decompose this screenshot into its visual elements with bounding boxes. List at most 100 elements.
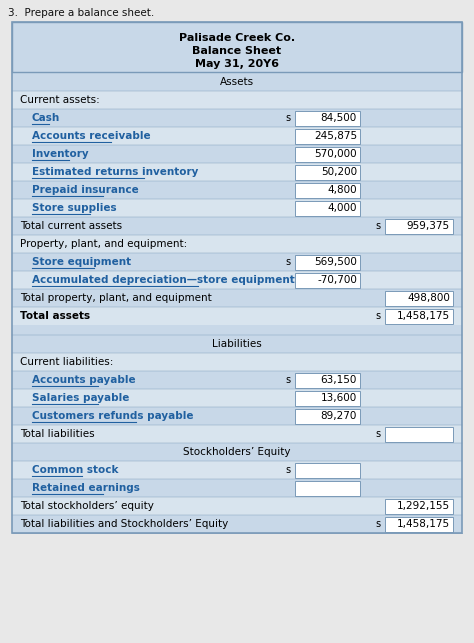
Bar bbox=[295, 408, 360, 424]
Text: -70,700: -70,700 bbox=[317, 275, 357, 285]
Text: s: s bbox=[376, 311, 381, 321]
Bar bbox=[295, 462, 360, 478]
Bar bbox=[12, 22, 462, 533]
Text: Store supplies: Store supplies bbox=[32, 203, 117, 213]
Text: Property, plant, and equipment:: Property, plant, and equipment: bbox=[20, 239, 187, 249]
Bar bbox=[12, 145, 462, 163]
Bar bbox=[385, 498, 453, 514]
Text: 3.  Prepare a balance sheet.: 3. Prepare a balance sheet. bbox=[8, 8, 154, 18]
Text: Prepaid insurance: Prepaid insurance bbox=[32, 185, 139, 195]
Text: 245,875: 245,875 bbox=[314, 131, 357, 141]
Bar bbox=[12, 497, 462, 515]
Text: Total stockholders’ equity: Total stockholders’ equity bbox=[20, 501, 154, 511]
Text: Total liabilities: Total liabilities bbox=[20, 429, 95, 439]
Text: Inventory: Inventory bbox=[32, 149, 89, 159]
Text: s: s bbox=[286, 257, 291, 267]
Bar bbox=[385, 291, 453, 305]
Bar bbox=[385, 219, 453, 233]
Text: 569,500: 569,500 bbox=[314, 257, 357, 267]
Text: 84,500: 84,500 bbox=[321, 113, 357, 123]
Bar bbox=[295, 390, 360, 406]
Bar bbox=[295, 201, 360, 215]
Text: Total assets: Total assets bbox=[20, 311, 90, 321]
Bar bbox=[12, 443, 462, 461]
Text: Cash: Cash bbox=[32, 113, 60, 123]
Text: Store equipment: Store equipment bbox=[32, 257, 131, 267]
Bar bbox=[12, 73, 462, 91]
Text: Customers refunds payable: Customers refunds payable bbox=[32, 411, 193, 421]
Text: 959,375: 959,375 bbox=[407, 221, 450, 231]
Bar bbox=[12, 109, 462, 127]
Text: Accumulated depreciation—store equipment: Accumulated depreciation—store equipment bbox=[32, 275, 295, 285]
Bar bbox=[385, 309, 453, 323]
Bar bbox=[295, 147, 360, 161]
Bar bbox=[385, 516, 453, 532]
Bar bbox=[12, 425, 462, 443]
Text: Total property, plant, and equipment: Total property, plant, and equipment bbox=[20, 293, 212, 303]
Text: Liabilities: Liabilities bbox=[212, 339, 262, 349]
Bar bbox=[12, 289, 462, 307]
Text: s: s bbox=[376, 519, 381, 529]
Bar bbox=[12, 353, 462, 371]
Bar bbox=[12, 307, 462, 325]
Bar bbox=[12, 253, 462, 271]
Text: Total current assets: Total current assets bbox=[20, 221, 122, 231]
Bar bbox=[12, 371, 462, 389]
Bar bbox=[295, 372, 360, 388]
Text: 4,800: 4,800 bbox=[328, 185, 357, 195]
Bar bbox=[295, 111, 360, 125]
Text: s: s bbox=[286, 113, 291, 123]
Text: 63,150: 63,150 bbox=[320, 375, 357, 385]
Bar bbox=[295, 480, 360, 496]
Text: Current assets:: Current assets: bbox=[20, 95, 100, 105]
Text: s: s bbox=[286, 465, 291, 475]
Bar bbox=[295, 273, 360, 287]
Bar bbox=[12, 127, 462, 145]
Text: Retained earnings: Retained earnings bbox=[32, 483, 140, 493]
Text: 1,458,175: 1,458,175 bbox=[397, 519, 450, 529]
Bar bbox=[295, 165, 360, 179]
Bar bbox=[12, 271, 462, 289]
Text: 50,200: 50,200 bbox=[321, 167, 357, 177]
Bar bbox=[12, 235, 462, 253]
Text: Balance Sheet: Balance Sheet bbox=[192, 46, 282, 56]
Text: Accounts payable: Accounts payable bbox=[32, 375, 136, 385]
Bar bbox=[12, 335, 462, 353]
Bar bbox=[12, 181, 462, 199]
Text: Accounts receivable: Accounts receivable bbox=[32, 131, 151, 141]
Text: 1,458,175: 1,458,175 bbox=[397, 311, 450, 321]
Text: Assets: Assets bbox=[220, 77, 254, 87]
Text: 498,800: 498,800 bbox=[407, 293, 450, 303]
Text: Total liabilities and Stockholders’ Equity: Total liabilities and Stockholders’ Equi… bbox=[20, 519, 228, 529]
Bar bbox=[12, 199, 462, 217]
Bar bbox=[12, 22, 462, 72]
Bar bbox=[12, 407, 462, 425]
Text: Palisade Creek Co.: Palisade Creek Co. bbox=[179, 33, 295, 43]
Text: 89,270: 89,270 bbox=[320, 411, 357, 421]
Bar bbox=[295, 255, 360, 269]
Text: Estimated returns inventory: Estimated returns inventory bbox=[32, 167, 199, 177]
Text: 4,000: 4,000 bbox=[328, 203, 357, 213]
Bar bbox=[12, 217, 462, 235]
Bar bbox=[12, 91, 462, 109]
Bar bbox=[12, 163, 462, 181]
Text: May 31, 20Y6: May 31, 20Y6 bbox=[195, 59, 279, 69]
Text: Current liabilities:: Current liabilities: bbox=[20, 357, 113, 367]
Bar bbox=[12, 461, 462, 479]
Text: s: s bbox=[286, 375, 291, 385]
Bar bbox=[295, 183, 360, 197]
Bar bbox=[12, 479, 462, 497]
Text: s: s bbox=[376, 429, 381, 439]
Text: Salaries payable: Salaries payable bbox=[32, 393, 129, 403]
Text: 13,600: 13,600 bbox=[321, 393, 357, 403]
Bar bbox=[385, 426, 453, 442]
Bar bbox=[12, 515, 462, 533]
Bar bbox=[12, 325, 462, 335]
Text: 1,292,155: 1,292,155 bbox=[397, 501, 450, 511]
Text: s: s bbox=[376, 221, 381, 231]
Bar bbox=[12, 389, 462, 407]
Text: Stockholders’ Equity: Stockholders’ Equity bbox=[183, 447, 291, 457]
Bar bbox=[295, 129, 360, 143]
Text: 570,000: 570,000 bbox=[314, 149, 357, 159]
Text: Common stock: Common stock bbox=[32, 465, 118, 475]
